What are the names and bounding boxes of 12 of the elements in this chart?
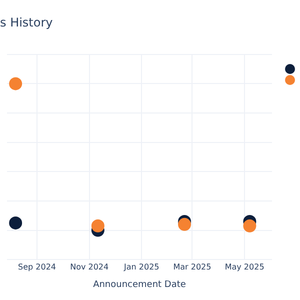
x-tick-label: May 2025 [224,262,264,272]
x-tick-label: Nov 2024 [70,262,109,272]
x-tick-label: Mar 2025 [173,262,212,272]
point [91,219,104,232]
x-tick-label: Jan 2025 [123,262,160,272]
point [243,219,256,232]
x-axis-title: Announcement Date [93,280,186,290]
chart-title: s History [0,15,53,30]
point [9,216,22,230]
point [9,77,22,90]
point [178,218,192,231]
x-tick-label: Sep 2024 [18,262,56,272]
